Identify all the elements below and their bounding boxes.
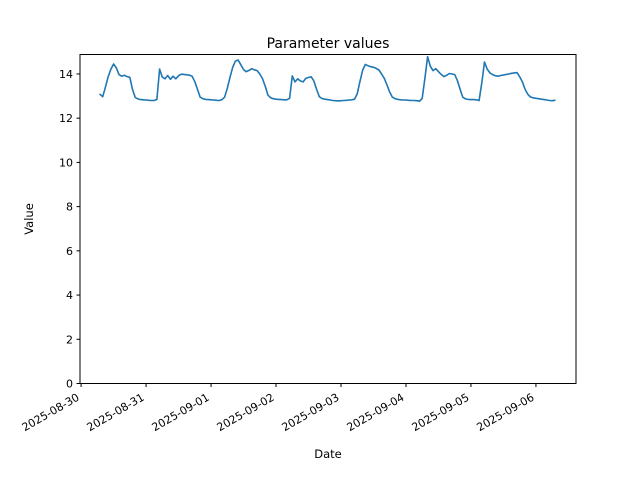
y-tick-label: 14 <box>59 68 73 81</box>
y-tick-label: 0 <box>66 378 73 391</box>
y-tick-label: 4 <box>66 289 73 302</box>
y-axis-label: Value <box>22 203 36 235</box>
y-tick-label: 2 <box>66 333 73 346</box>
x-axis-label: Date <box>314 447 342 461</box>
series-line <box>99 55 556 102</box>
axes-frame <box>79 54 577 384</box>
y-tick-label: 6 <box>66 245 73 258</box>
y-tick-label: 8 <box>66 201 73 214</box>
chart-title: Parameter values <box>267 36 390 52</box>
y-tick-label: 12 <box>59 112 73 125</box>
y-tick-label: 10 <box>59 156 73 169</box>
